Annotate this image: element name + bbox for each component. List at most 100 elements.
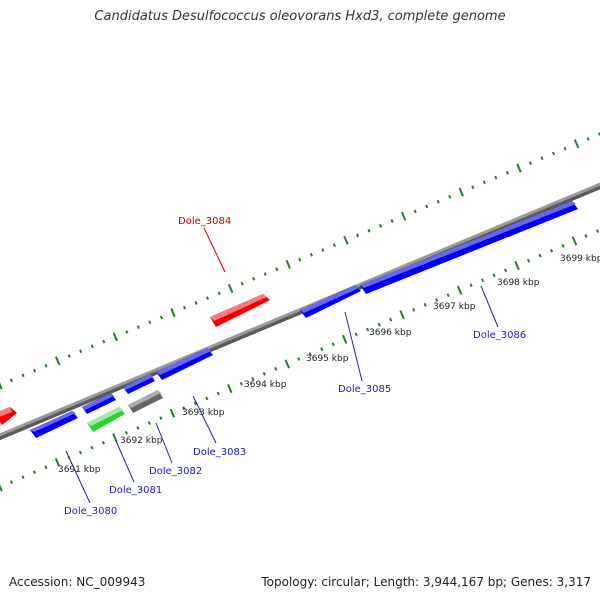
label-leaders xyxy=(65,227,499,504)
outer-tick xyxy=(54,356,61,366)
inner-tick xyxy=(561,243,565,248)
inner-tick xyxy=(112,433,118,443)
outer-tick xyxy=(33,368,37,373)
inner-tick xyxy=(456,285,463,295)
outer-tick xyxy=(494,175,498,180)
outer-tick xyxy=(182,305,187,310)
outer-tick xyxy=(425,204,429,209)
gene-features xyxy=(0,201,578,438)
inner-tick xyxy=(136,426,140,430)
outer-tick xyxy=(586,137,590,141)
inner-tick xyxy=(193,401,197,406)
outer-tick xyxy=(390,219,394,223)
outer-tick xyxy=(355,233,360,238)
outer-tick xyxy=(563,146,567,151)
outer-tick xyxy=(471,185,475,190)
inner-tick xyxy=(354,332,358,337)
outer-tick xyxy=(206,296,210,300)
outer-tick xyxy=(102,339,106,344)
outer-tick xyxy=(112,332,119,342)
inner-tick xyxy=(9,480,14,484)
genome-summary-text: Topology: circular; Length: 3,944,167 bp… xyxy=(261,575,591,589)
scale-label: 3697 kbp xyxy=(433,302,476,312)
gene-label-dole-3082[interactable]: Dole_3082 xyxy=(149,466,202,477)
outer-tick xyxy=(67,354,71,358)
inner-tick xyxy=(571,236,578,246)
outer-tick xyxy=(482,180,486,185)
inner-tick xyxy=(492,273,496,278)
scale-label: 3693 kbp xyxy=(182,408,225,418)
inner-tick xyxy=(297,357,301,361)
scale-label: 3694 kbp xyxy=(244,380,287,390)
outer-tick xyxy=(528,161,533,165)
outer-tick xyxy=(252,277,256,281)
scale-label: 3692 kbp xyxy=(120,436,163,446)
inner-tick xyxy=(399,310,405,320)
outer-tick xyxy=(367,228,371,233)
gene-label-dole-3086[interactable]: Dole_3086 xyxy=(473,330,526,341)
outer-tick xyxy=(436,199,440,204)
inner-tick xyxy=(595,229,600,233)
gene-label-dole-3084[interactable]: Dole_3084 xyxy=(178,216,231,227)
gene-labels: Dole_3080 Dole_3081 Dole_3082 Dole_3083 … xyxy=(64,216,526,517)
outer-tick xyxy=(540,156,544,161)
inner-tick xyxy=(377,322,381,327)
inner-tick xyxy=(227,384,233,394)
outer-tick xyxy=(275,267,279,272)
inner-tick xyxy=(90,445,94,450)
inner-tick xyxy=(216,391,220,396)
outer-tick xyxy=(44,363,48,368)
scale-label: 3699 kbp xyxy=(560,254,600,264)
inner-tick xyxy=(341,334,348,344)
outer-tick xyxy=(309,252,313,257)
outer-tick xyxy=(400,211,407,221)
outer-tick xyxy=(573,139,580,149)
inner-tick xyxy=(549,248,554,253)
inner-tick xyxy=(481,278,485,283)
outer-tick-track xyxy=(0,132,600,390)
inner-tick xyxy=(389,317,393,322)
gene-arrow-dole-3080[interactable] xyxy=(30,411,78,438)
inner-tick xyxy=(147,421,151,425)
gene-label-dole-3083[interactable]: Dole_3083 xyxy=(193,447,246,458)
inner-tick xyxy=(331,342,335,347)
inner-tick xyxy=(262,371,266,376)
inner-tick xyxy=(169,408,176,418)
outer-tick xyxy=(285,259,291,269)
inner-tick xyxy=(44,465,48,470)
inner-tick xyxy=(423,303,427,307)
inner-tick xyxy=(514,261,520,271)
gene-label-dole-3081[interactable]: Dole_3081 xyxy=(109,485,162,496)
outer-tick xyxy=(90,344,94,349)
outer-tick xyxy=(505,170,509,175)
inner-tick xyxy=(469,283,473,288)
inner-tick xyxy=(274,367,278,371)
inner-tick xyxy=(124,431,128,435)
inner-tick xyxy=(78,450,83,455)
outer-tick xyxy=(332,243,336,247)
gene-label-dole-3080[interactable]: Dole_3080 xyxy=(64,506,117,517)
inner-tick xyxy=(21,475,25,479)
inner-tick xyxy=(538,253,542,258)
inner-tick xyxy=(0,484,3,492)
outer-tick xyxy=(516,163,522,173)
gene-label-dole-3085[interactable]: Dole_3085 xyxy=(338,384,391,395)
inner-tick xyxy=(32,470,37,475)
inner-tick xyxy=(503,268,508,273)
inner-tick xyxy=(308,352,312,356)
inner-tick xyxy=(366,327,370,332)
scale-label: 3691 kbp xyxy=(58,465,101,475)
inner-tick xyxy=(435,298,439,302)
outer-tick xyxy=(263,272,267,276)
inner-tick xyxy=(251,376,255,381)
inner-tick-track xyxy=(0,229,600,492)
outer-tick xyxy=(413,209,417,214)
outer-tick xyxy=(217,291,221,296)
scale-labels: 3691 kbp 3692 kbp 3693 kbp 3694 kbp 3695… xyxy=(58,254,600,475)
outer-tick xyxy=(378,223,383,228)
accession-text: Accession: NC_009943 xyxy=(9,575,146,589)
inner-tick xyxy=(412,307,416,312)
outer-tick xyxy=(159,315,164,320)
inner-tick xyxy=(182,406,186,411)
